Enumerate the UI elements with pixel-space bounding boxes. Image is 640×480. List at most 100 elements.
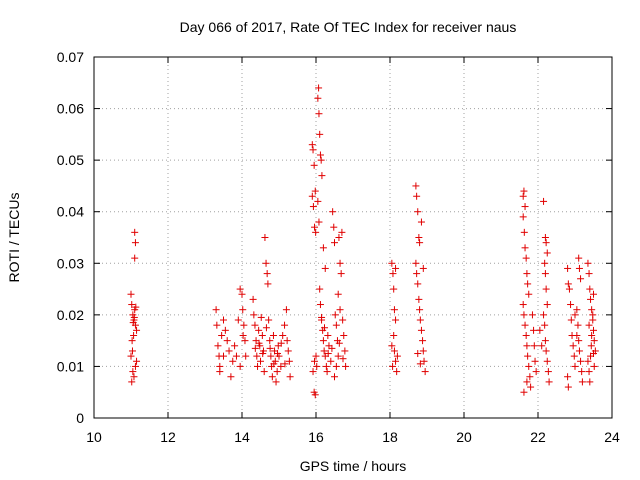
- data-point: [520, 311, 528, 319]
- data-point: [251, 321, 259, 329]
- data-point: [577, 357, 585, 365]
- data-point: [584, 357, 592, 365]
- data-point: [216, 368, 224, 376]
- data-point: [532, 368, 540, 376]
- data-point: [536, 326, 544, 334]
- data-point: [283, 337, 291, 345]
- data-point: [259, 350, 267, 358]
- data-point: [266, 344, 274, 352]
- data-point: [218, 331, 226, 339]
- data-point: [255, 326, 263, 334]
- data-point: [128, 378, 136, 386]
- data-point: [308, 141, 316, 149]
- data-point: [416, 239, 424, 247]
- data-point: [128, 347, 136, 355]
- data-point: [332, 362, 340, 370]
- data-point: [538, 342, 546, 350]
- data-point: [578, 378, 586, 386]
- data-point: [270, 360, 278, 368]
- data-point: [285, 357, 293, 365]
- data-point: [317, 156, 325, 164]
- data-point: [212, 306, 220, 314]
- x-tick-label: 20: [456, 429, 472, 445]
- data-point: [127, 290, 135, 298]
- data-point: [131, 239, 139, 247]
- data-point: [393, 352, 401, 360]
- data-point: [321, 264, 329, 272]
- data-point: [334, 290, 342, 298]
- data-point: [251, 344, 259, 352]
- data-point: [337, 270, 345, 278]
- data-point: [414, 350, 422, 358]
- data-point: [272, 378, 280, 386]
- data-point: [564, 373, 572, 381]
- data-point: [324, 350, 332, 358]
- data-point: [575, 254, 583, 262]
- data-point: [571, 362, 579, 370]
- x-tick-label: 24: [604, 429, 620, 445]
- data-point: [258, 331, 266, 339]
- data-point: [585, 270, 593, 278]
- data-point: [250, 311, 258, 319]
- data-point: [575, 347, 583, 355]
- data-point: [530, 326, 538, 334]
- data-point: [419, 264, 427, 272]
- data-point: [541, 270, 549, 278]
- data-point: [524, 352, 532, 360]
- y-axis: 0 0.01 0.02 0.03 0.04 0.05 0.06 0.07: [57, 49, 612, 426]
- data-point: [584, 259, 592, 267]
- data-point: [414, 280, 422, 288]
- data-point: [263, 270, 271, 278]
- data-point: [545, 378, 553, 386]
- data-point: [240, 321, 248, 329]
- data-point: [324, 331, 332, 339]
- data-point: [340, 331, 348, 339]
- data-point: [281, 360, 289, 368]
- data-point: [264, 280, 272, 288]
- data-point: [281, 321, 289, 329]
- data-point: [268, 373, 276, 381]
- y-tick-label: 0.07: [57, 49, 84, 65]
- data-point: [523, 342, 531, 350]
- data-point: [574, 321, 582, 329]
- x-tick-label: 12: [160, 429, 176, 445]
- data-point: [392, 357, 400, 365]
- data-point: [319, 337, 327, 345]
- data-point: [586, 285, 594, 293]
- data-point: [342, 362, 350, 370]
- data-point: [541, 321, 549, 329]
- data-point: [130, 313, 138, 321]
- data-point: [520, 228, 528, 236]
- data-point: [415, 295, 423, 303]
- data-point: [220, 352, 227, 360]
- data-point: [311, 391, 319, 399]
- data-point: [327, 357, 335, 365]
- data-point: [225, 347, 233, 355]
- data-point: [336, 306, 344, 314]
- data-point: [523, 378, 531, 386]
- y-tick-label: 0: [76, 410, 84, 426]
- data-point: [335, 234, 343, 241]
- data-point: [521, 244, 529, 252]
- data-point: [588, 306, 596, 314]
- data-point: [571, 311, 579, 319]
- data-point: [339, 355, 347, 363]
- data-point: [308, 192, 316, 200]
- data-point: [273, 368, 281, 376]
- data-point: [542, 347, 550, 355]
- data-point: [541, 259, 549, 267]
- data-point: [564, 264, 572, 272]
- data-point: [229, 357, 237, 365]
- data-point: [311, 357, 319, 365]
- data-point: [578, 368, 586, 376]
- data-point: [590, 326, 597, 334]
- data-point: [322, 362, 330, 370]
- data-point: [390, 331, 398, 339]
- data-point: [310, 161, 318, 169]
- data-point: [390, 285, 398, 293]
- data-point: [525, 362, 533, 370]
- data-point: [586, 378, 594, 386]
- data-point: [523, 270, 531, 278]
- data-point: [232, 352, 240, 360]
- data-point: [416, 360, 424, 368]
